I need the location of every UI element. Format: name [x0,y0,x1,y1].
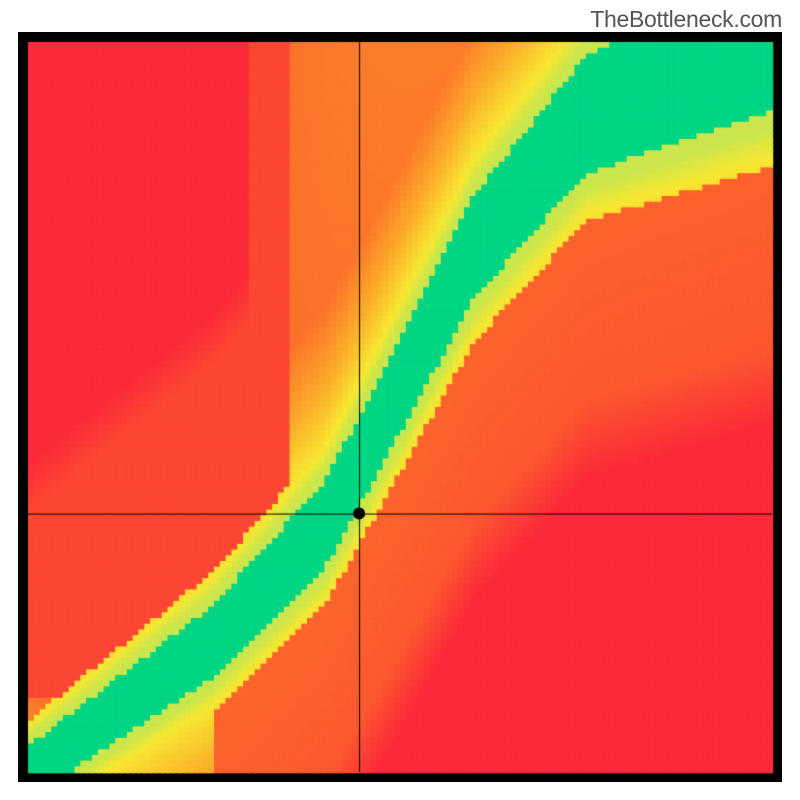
chart-frame [18,32,782,782]
heatmap-canvas [18,32,782,782]
watermark-text: TheBottleneck.com [590,6,782,33]
